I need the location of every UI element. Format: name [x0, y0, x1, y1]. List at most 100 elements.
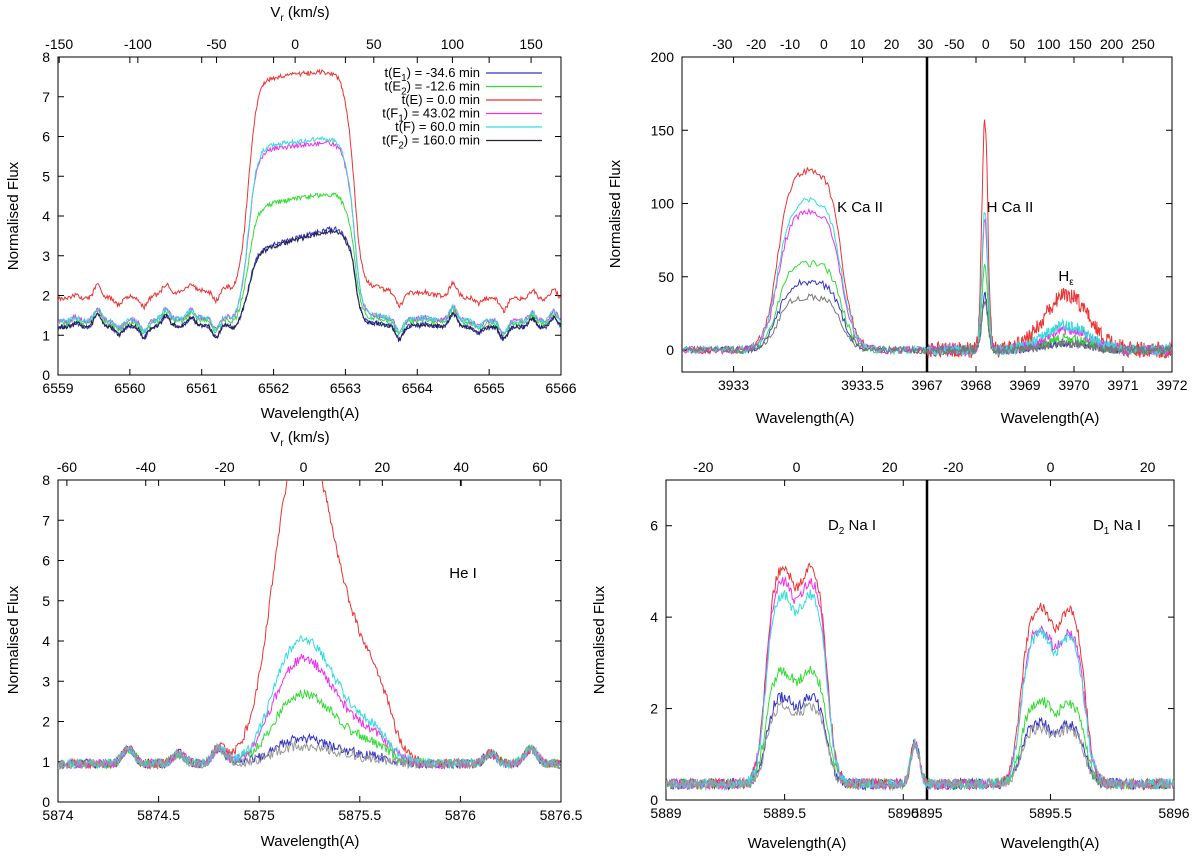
nai-y-label: 2 [650, 701, 658, 717]
caii-right-v-label: -50 [944, 36, 964, 52]
caii-left-x-label: 3933 [718, 377, 749, 393]
caii-right-x-label: 3967 [911, 377, 942, 393]
nai-y-label: 6 [650, 518, 658, 534]
hei-y-label: 8 [42, 472, 50, 488]
halpha-v-label: 100 [441, 36, 465, 52]
halpha-y-label: 2 [42, 288, 50, 304]
caii-right-x-label: 3968 [960, 377, 991, 393]
halpha-x-axis-label: Wavelength(A) [261, 405, 360, 422]
hei-y-label: 7 [42, 512, 50, 528]
hei-series-line [58, 740, 561, 770]
nai-right-x-label: 5895 [911, 805, 942, 821]
k-caii-annotation: K Ca II [837, 199, 883, 216]
halpha-x-label: 6559 [42, 380, 73, 396]
hei-v-label: 0 [300, 459, 308, 475]
k-caii-series-line [682, 278, 927, 355]
hei-y-label: 5 [42, 593, 50, 609]
halpha-top-axis-label: Vr (km/s) [270, 4, 329, 24]
caii-right-v-label: 250 [1131, 36, 1155, 52]
d1-nai-series-line [927, 723, 1174, 791]
nai-left-x-label: 5889.5 [763, 805, 806, 821]
caii-y-label: 100 [651, 196, 675, 212]
legend-entry: t(E2) = -12.6 min [384, 79, 480, 98]
legend-entry: t(F) = 60.0 min [395, 119, 480, 134]
halpha-x-label: 6560 [114, 380, 145, 396]
d2-nai-series-line [666, 700, 927, 792]
caii-left-x-label: 3933.5 [841, 377, 884, 393]
nai-right-v-label: 0 [1047, 459, 1055, 475]
caii-left-x-axis-label: Wavelength(A) [756, 410, 855, 427]
legend-entry: t(E) = 0.0 min [402, 92, 480, 107]
halpha-y-label: 1 [42, 327, 50, 343]
halpha-v-label: -100 [124, 36, 152, 52]
caii-left-v-label: -10 [780, 36, 800, 52]
k-caii-series-line [682, 196, 927, 356]
halpha-series-line [58, 136, 561, 336]
caii-right-v-label: 200 [1100, 36, 1124, 52]
h-caii-annotation: H Ca II [987, 199, 1034, 216]
nai-axes [665, 479, 1175, 801]
nai-y-label: 4 [650, 609, 658, 625]
hei-annotation: He I [449, 565, 477, 582]
caii-left-v-label: 0 [820, 36, 828, 52]
hei-v-label: 40 [453, 459, 469, 475]
halpha-series-line [58, 225, 561, 342]
hei-v-label: 20 [375, 459, 391, 475]
caii-left-v-label: 10 [850, 36, 866, 52]
caii-right-v-label: 100 [1037, 36, 1061, 52]
halpha-y-label: 5 [42, 168, 50, 184]
halpha-series-line [58, 228, 561, 343]
halpha-v-label: 50 [366, 36, 382, 52]
halpha-v-label: -150 [45, 36, 73, 52]
caii-right-x-label: 3972 [1156, 377, 1187, 393]
hei-y-label: 0 [42, 794, 50, 810]
halpha-series-line [58, 68, 561, 314]
halpha-y-label: 4 [42, 208, 50, 224]
nai-left-x-axis-label: Wavelength(A) [748, 835, 847, 852]
hei-series-line [58, 635, 561, 770]
hei-x-label: 5875.5 [338, 807, 381, 823]
nai-left-v-label: -20 [693, 459, 713, 475]
hei-x-axis-label: Wavelength(A) [261, 833, 360, 850]
h-caii-series-line [927, 212, 1172, 357]
d1-nai-annotation: D1 Na I [1093, 517, 1141, 537]
nai-left-v-label: 0 [793, 459, 801, 475]
hei-y-label: 2 [42, 714, 50, 730]
hei-top-axis-label: Vr (km/s) [270, 429, 329, 449]
d2-nai-series-line [666, 589, 927, 791]
caii-right-v-label: 0 [982, 36, 990, 52]
nai-right-v-label: 20 [1140, 459, 1156, 475]
nai-left-v-label: 20 [882, 459, 898, 475]
y-axis-label: Normalised Flux [5, 161, 22, 270]
caii-y-label: 0 [666, 342, 674, 358]
k-caii-series-line [682, 293, 927, 355]
caii-y-label: 50 [658, 269, 674, 285]
hei-y-label: 1 [42, 754, 50, 770]
halpha-y-label: 8 [42, 49, 50, 65]
hei-y-label: 3 [42, 673, 50, 689]
caii-y-label: 150 [651, 122, 675, 138]
hei-x-label: 5876.5 [540, 807, 583, 823]
hei-v-label: 60 [532, 459, 548, 475]
hei-series-line [58, 480, 561, 770]
nai-right-v-label: -20 [943, 459, 963, 475]
hei-y-label: 6 [42, 553, 50, 569]
caii-right-x-axis-label: Wavelength(A) [1001, 410, 1100, 427]
hei-v-label: -20 [214, 459, 234, 475]
h-caii-series-line [927, 119, 1172, 359]
halpha-y-label: 7 [42, 89, 50, 105]
halpha-x-label: 6562 [258, 380, 289, 396]
d1-nai-series-line [927, 602, 1174, 791]
caii-left-v-label: 30 [918, 36, 934, 52]
nai-left-x-label: 5889 [650, 805, 681, 821]
caii-left-v-label: 20 [884, 36, 900, 52]
legend-entry: t(F1) = 43.02 min [382, 106, 480, 125]
caii-right-x-label: 3970 [1058, 377, 1089, 393]
k-caii-series-line [682, 259, 927, 356]
caii-left-v-label: -20 [746, 36, 766, 52]
nai-right-x-label: 5895.5 [1029, 805, 1072, 821]
halpha-series-line [58, 192, 561, 337]
caii-y-label: 200 [651, 49, 675, 65]
halpha-x-label: 6565 [474, 380, 505, 396]
